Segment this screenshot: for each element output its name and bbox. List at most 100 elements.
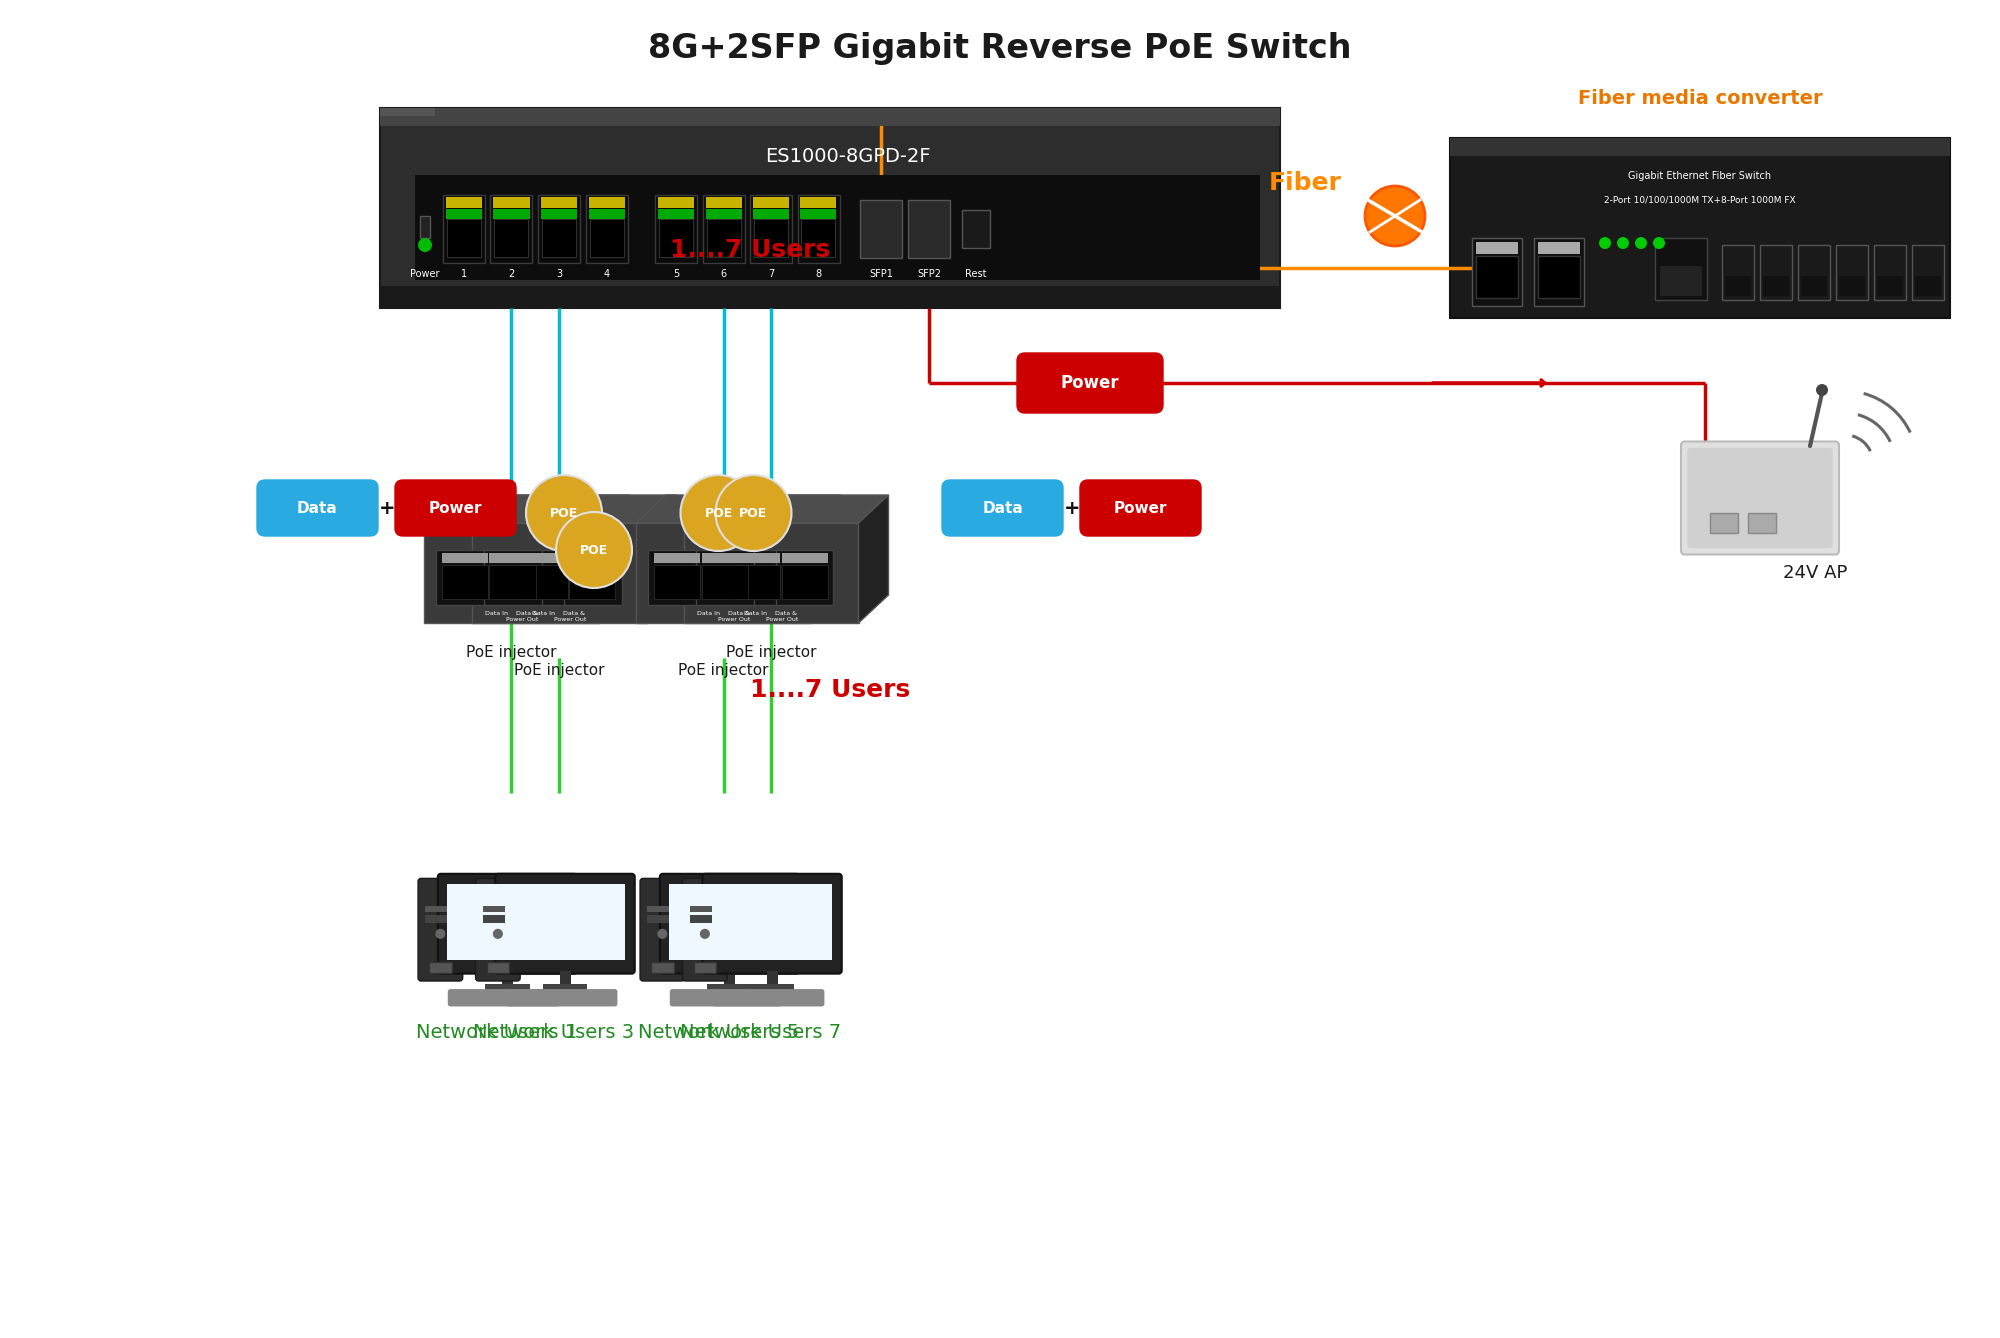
Bar	[1450, 138, 1950, 157]
Text: ES1000-8GPD-2F: ES1000-8GPD-2F	[766, 146, 930, 166]
FancyBboxPatch shape	[942, 480, 1064, 537]
Polygon shape	[684, 495, 888, 523]
Bar	[752, 209, 788, 219]
Bar	[1724, 276, 1752, 296]
Text: 1....7 Users: 1....7 Users	[750, 678, 910, 702]
Bar	[542, 219, 576, 257]
Bar	[648, 906, 678, 911]
Text: Data In    Data &: Data In Data &	[532, 610, 586, 615]
Bar	[1476, 242, 1518, 254]
FancyBboxPatch shape	[256, 480, 378, 537]
Bar	[776, 550, 834, 605]
Bar	[444, 195, 484, 264]
Bar	[448, 884, 568, 959]
Bar	[750, 195, 792, 264]
Bar	[490, 565, 536, 599]
FancyBboxPatch shape	[476, 879, 520, 981]
Polygon shape	[858, 495, 888, 624]
Bar	[754, 219, 788, 257]
Text: PoE injector: PoE injector	[726, 645, 816, 661]
Bar	[1798, 245, 1830, 300]
Bar	[1450, 138, 1950, 318]
Text: Data In    Data &: Data In Data &	[744, 610, 798, 615]
Text: Data: Data	[982, 500, 1022, 515]
Bar	[484, 550, 542, 605]
Text: Data In    Data &: Data In Data &	[484, 610, 538, 615]
Bar	[442, 553, 488, 563]
Polygon shape	[812, 495, 840, 624]
Bar	[1764, 276, 1790, 296]
Circle shape	[556, 512, 632, 587]
Text: Gigabit Ethernet Fiber Switch: Gigabit Ethernet Fiber Switch	[1628, 171, 1772, 181]
Bar	[750, 983, 794, 991]
Text: 7: 7	[768, 269, 774, 280]
Bar	[430, 962, 452, 973]
Bar	[728, 550, 786, 605]
Bar	[648, 915, 678, 923]
FancyBboxPatch shape	[394, 480, 516, 537]
Bar	[538, 195, 580, 264]
Bar	[706, 197, 742, 207]
Bar	[1660, 266, 1702, 296]
FancyBboxPatch shape	[702, 874, 842, 974]
Bar	[752, 197, 788, 207]
Bar	[1748, 512, 1776, 533]
Bar	[782, 553, 828, 563]
Text: Power: Power	[1114, 500, 1168, 515]
Bar	[690, 915, 720, 923]
Polygon shape	[380, 108, 434, 116]
Bar	[694, 962, 716, 973]
Circle shape	[418, 238, 432, 252]
Bar	[446, 209, 482, 219]
Bar	[380, 286, 1280, 308]
Polygon shape	[598, 495, 628, 624]
Bar	[734, 565, 780, 599]
Bar	[648, 550, 706, 605]
Circle shape	[1600, 237, 1612, 249]
Text: 3: 3	[556, 269, 562, 280]
Bar	[588, 197, 624, 207]
Text: Power: Power	[428, 500, 482, 515]
FancyBboxPatch shape	[714, 990, 824, 1006]
Bar	[860, 199, 902, 258]
Bar	[522, 565, 568, 599]
Bar	[504, 884, 626, 959]
Text: Fiber media converter: Fiber media converter	[1578, 88, 1822, 107]
Circle shape	[436, 929, 446, 939]
Text: Data: Data	[298, 500, 338, 515]
Bar	[658, 197, 694, 207]
FancyBboxPatch shape	[438, 874, 578, 974]
Bar	[1836, 245, 1868, 300]
Bar	[802, 219, 836, 257]
Bar	[482, 915, 514, 923]
Bar	[708, 983, 752, 991]
Bar	[542, 983, 588, 991]
Bar	[540, 197, 576, 207]
Bar	[1476, 256, 1518, 298]
Text: 24V AP: 24V AP	[1782, 565, 1848, 582]
Polygon shape	[684, 523, 858, 624]
Text: +: +	[378, 499, 396, 518]
Text: POE: POE	[580, 543, 608, 557]
Text: PoE injector: PoE injector	[514, 664, 604, 678]
Circle shape	[1816, 384, 1828, 396]
Circle shape	[680, 475, 756, 551]
FancyBboxPatch shape	[682, 879, 728, 981]
FancyBboxPatch shape	[660, 874, 800, 974]
FancyBboxPatch shape	[1682, 442, 1840, 554]
Text: 1: 1	[460, 269, 468, 280]
Polygon shape	[472, 523, 646, 624]
Circle shape	[658, 929, 668, 939]
Bar	[1802, 276, 1828, 296]
Bar	[414, 175, 1260, 280]
Bar	[446, 197, 482, 207]
Bar	[670, 884, 790, 959]
Bar	[712, 884, 832, 959]
Bar	[380, 108, 1280, 308]
Bar	[652, 962, 674, 973]
Bar	[658, 209, 694, 219]
Bar	[1710, 512, 1738, 533]
Bar	[660, 219, 694, 257]
Bar	[494, 197, 530, 207]
Bar	[696, 550, 754, 605]
